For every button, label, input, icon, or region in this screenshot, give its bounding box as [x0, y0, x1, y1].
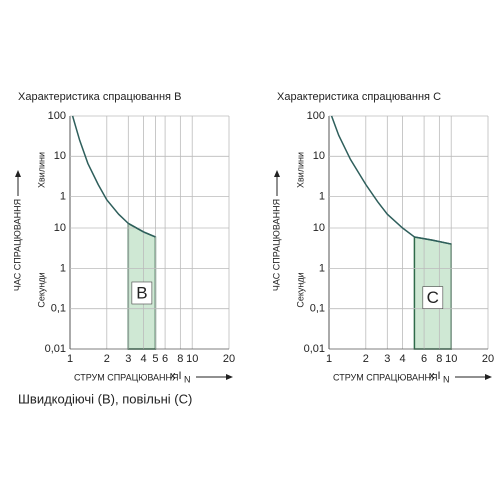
trip-curve: [71, 115, 156, 238]
zone-label: C: [427, 288, 439, 307]
x-unit: x I: [429, 370, 441, 382]
x-tick-label: 10: [186, 353, 198, 365]
chart: Характеристика спрацювання C1 2 3 4 6 8 10 2010…: [271, 91, 494, 384]
x-tick-label: 2: [104, 353, 110, 365]
arrow-head: [226, 374, 233, 380]
y-upper-label: Хвилини: [295, 152, 305, 188]
x-tick-label: 3: [125, 353, 131, 365]
y-tick-label: 10: [54, 222, 66, 234]
x-unit: x I: [170, 370, 182, 382]
caption: Швидкодіючі (B), повільні (C): [18, 391, 192, 406]
y-upper-label: Хвилини: [36, 152, 46, 188]
y-tick-label: 1: [319, 191, 325, 203]
trip-curve: [330, 115, 452, 245]
arrow-head: [274, 170, 280, 177]
x-unit-sub: N: [184, 374, 191, 384]
y-axis-label: ЧАС СПРАЦЮВАННЯ: [271, 199, 281, 291]
y-lower-label: Секунди: [36, 272, 46, 307]
y-tick-label: 1: [60, 191, 66, 203]
x-tick-label: 4: [400, 353, 406, 365]
x-tick-label: 2: [363, 353, 369, 365]
x-axis-label: СТРУМ СПРАЦЮВАННЯ: [74, 372, 179, 382]
x-tick-label: 1: [326, 353, 332, 365]
x-tick-label: 8: [436, 353, 442, 365]
x-tick-label: 10: [445, 353, 457, 365]
y-tick-label: 0,1: [310, 303, 325, 315]
y-lower-label: Секунди: [295, 272, 305, 307]
y-tick-label: 1: [319, 262, 325, 274]
zone-label-box: [131, 281, 153, 305]
x-axis-label: СТРУМ СПРАЦЮВАННЯ: [333, 372, 438, 382]
chart-title: Характеристика спрацювання B: [18, 91, 181, 103]
x-tick-label: 3: [384, 353, 390, 365]
chart: Характеристика спрацювання B1 2 3 4 5 6 8 10 201…: [12, 91, 235, 384]
x-tick-label: 8: [177, 353, 183, 365]
arrow-head: [15, 170, 21, 177]
x-tick-label: 6: [162, 353, 168, 365]
chart-title: Характеристика спрацювання C: [277, 91, 441, 103]
y-axis-label: ЧАС СПРАЦЮВАННЯ: [12, 199, 22, 291]
zone-label-box: [422, 286, 444, 309]
y-tick-label: 10: [54, 150, 66, 162]
y-tick-label: 100: [307, 110, 325, 122]
y-tick-label: 10: [313, 150, 325, 162]
y-tick-label: 0,01: [45, 343, 66, 355]
zone-label: B: [136, 283, 147, 302]
y-tick-label: 100: [48, 110, 66, 122]
y-tick-label: 0,01: [304, 343, 325, 355]
x-tick-label: 20: [223, 353, 235, 365]
y-tick-label: 0,1: [51, 303, 66, 315]
x-tick-label: 4: [141, 353, 147, 365]
arrow-head: [485, 374, 492, 380]
y-tick-label: 1: [60, 262, 66, 274]
y-tick-label: 10: [313, 222, 325, 234]
x-unit-sub: N: [443, 374, 450, 384]
x-tick-label: 1: [67, 353, 73, 365]
x-tick-label: 5: [152, 353, 158, 365]
x-tick-label: 20: [482, 353, 494, 365]
x-tick-label: 6: [421, 353, 427, 365]
